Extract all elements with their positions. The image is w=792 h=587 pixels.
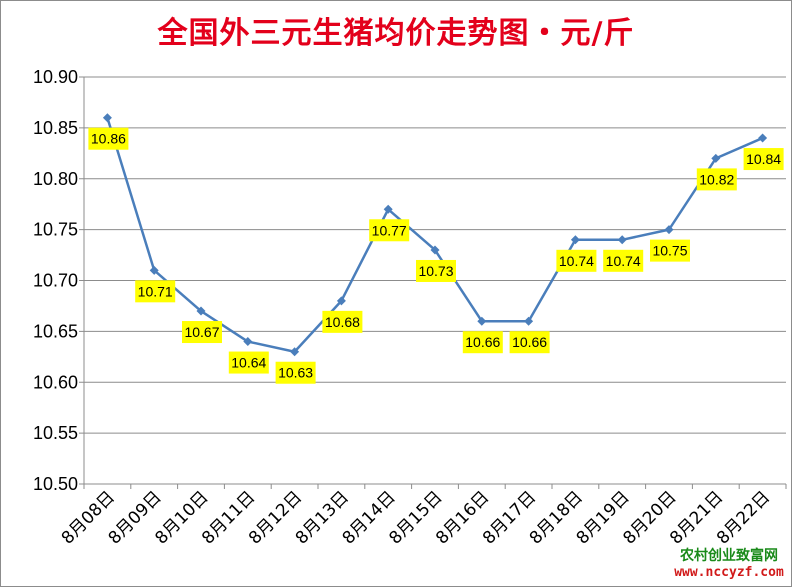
- data-label: 10.63: [278, 365, 313, 381]
- watermark: 农村创业致富网 www.nccyzf.com: [670, 548, 788, 582]
- watermark-site-name: 农村创业致富网: [680, 548, 778, 564]
- watermark-url: www.nccyzf.com: [674, 565, 784, 580]
- data-label: 10.73: [418, 263, 453, 279]
- data-point: [664, 225, 674, 235]
- data-label: 10.64: [231, 355, 266, 371]
- chart-title: 全国外三元生猪均价走势图・元/斤: [157, 16, 635, 51]
- y-tick-label: 10.90: [33, 67, 78, 87]
- data-label: 10.66: [512, 334, 547, 350]
- data-label: 10.68: [325, 314, 360, 330]
- data-label-box: [228, 351, 269, 374]
- data-point: [243, 337, 253, 347]
- data-label: 10.75: [652, 243, 687, 259]
- data-label-box: [416, 259, 456, 282]
- data-label: 10.84: [746, 151, 781, 167]
- data-label-box: [650, 239, 690, 262]
- data-label-box: [462, 331, 503, 354]
- data-point: [758, 133, 768, 143]
- data-point: [524, 316, 534, 326]
- data-label-box: [88, 127, 129, 150]
- y-tick-label: 10.60: [33, 372, 78, 392]
- data-label-box: [509, 331, 550, 354]
- data-label-box: [603, 249, 644, 272]
- y-tick-label: 10.55: [33, 423, 78, 443]
- data-label-box: [743, 148, 784, 171]
- data-label: 10.82: [699, 171, 734, 187]
- data-point: [477, 316, 487, 326]
- data-label: 10.77: [372, 222, 407, 238]
- data-point: [102, 113, 112, 123]
- data-label-box: [556, 249, 597, 272]
- data-label: 10.86: [91, 131, 126, 147]
- data-point: [149, 265, 159, 275]
- data-point: [570, 235, 580, 245]
- data-point: [430, 245, 440, 255]
- data-label: 10.66: [465, 334, 500, 350]
- data-label-box: [182, 321, 222, 344]
- data-label-box: [322, 310, 363, 333]
- data-point: [383, 204, 393, 214]
- y-tick-label: 10.75: [33, 220, 78, 240]
- data-point: [711, 153, 721, 163]
- data-label-box: [369, 219, 410, 242]
- data-label-box: [135, 280, 176, 303]
- data-point: [196, 306, 206, 316]
- data-label-box: [696, 168, 737, 191]
- data-label: 10.67: [184, 324, 219, 340]
- data-point: [336, 296, 346, 306]
- data-label: 10.74: [606, 253, 641, 269]
- data-point: [290, 347, 300, 357]
- series-line: [106, 117, 764, 353]
- data-label-box: [275, 361, 316, 384]
- data-label: 10.74: [559, 253, 594, 269]
- y-tick-label: 10.70: [33, 271, 78, 291]
- data-point: [617, 235, 627, 245]
- y-tick-label: 10.85: [33, 118, 78, 138]
- y-tick-label: 10.80: [33, 169, 78, 189]
- y-tick-label: 10.65: [33, 321, 78, 341]
- data-label: 10.71: [138, 283, 173, 299]
- y-tick-label: 10.50: [33, 474, 78, 494]
